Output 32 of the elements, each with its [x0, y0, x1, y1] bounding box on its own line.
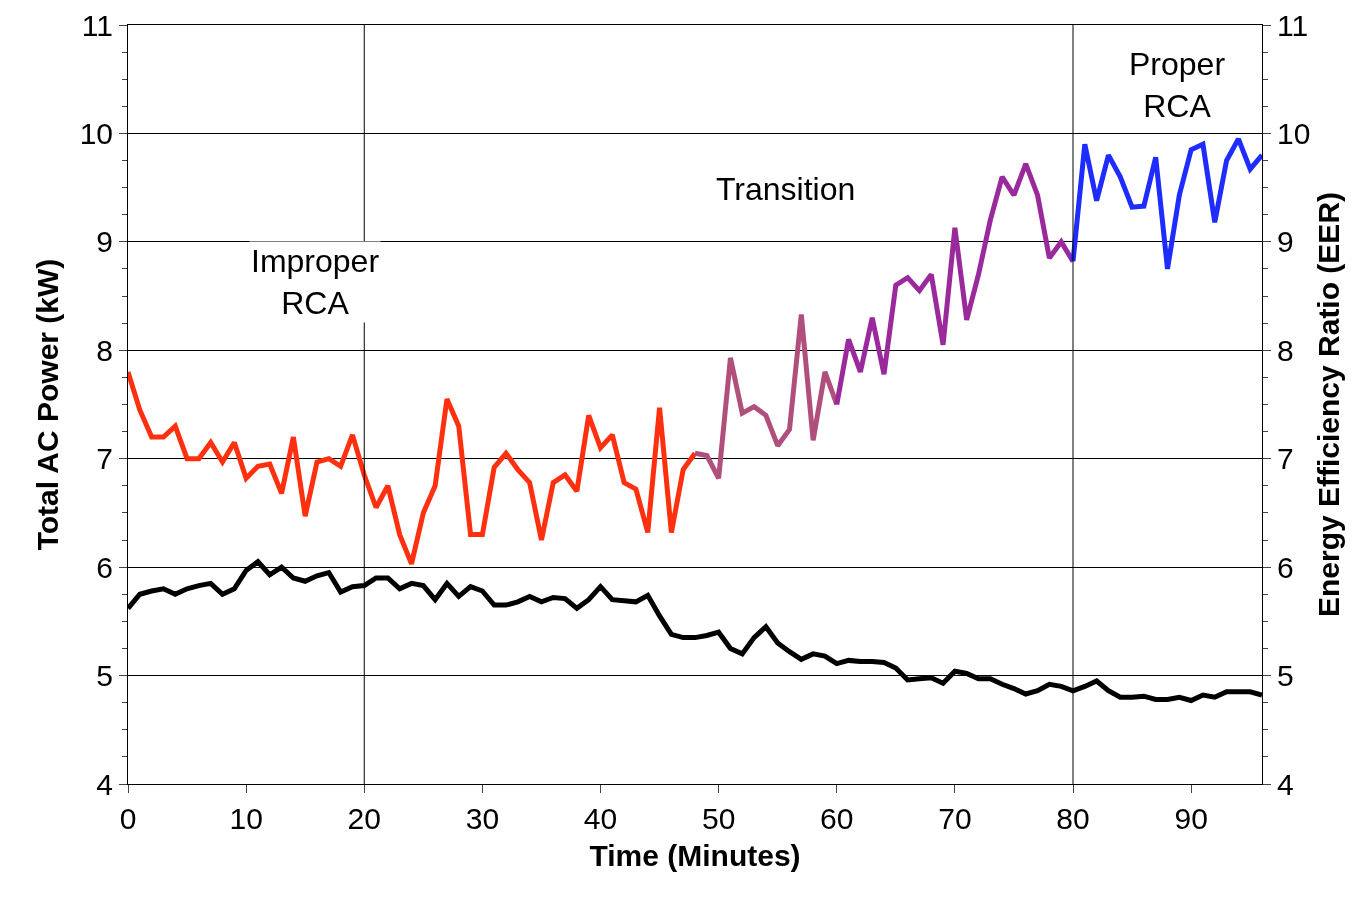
- y2-tick-label: 8: [1277, 333, 1294, 367]
- annotation: Transition: [716, 171, 856, 207]
- y-axis-title: Total AC Power (kW): [30, 258, 64, 551]
- y-tick-label: 7: [96, 442, 113, 476]
- y2-tick-label: 10: [1277, 116, 1311, 150]
- y2-tick-label: 11: [1277, 8, 1309, 42]
- y-tick-label: 9: [96, 225, 113, 259]
- x-axis-title: Time (Minutes): [589, 838, 801, 872]
- x-tick-label: 90: [1174, 802, 1208, 835]
- y2-tick-label: 6: [1277, 550, 1294, 584]
- y2-tick-label: 5: [1277, 659, 1294, 693]
- x-tick-label: 20: [347, 802, 381, 835]
- annotation: Improper RCA: [251, 243, 380, 321]
- annotation: Proper RCA: [1129, 46, 1226, 124]
- y-tick-label: 10: [79, 116, 113, 150]
- y2-axis-title: Energy Efficiency Ratio (EER): [1311, 191, 1345, 618]
- y-tick-label: 8: [96, 333, 113, 367]
- y-tick-label: 11: [81, 8, 113, 42]
- x-tick-label: 80: [1056, 802, 1090, 835]
- y2-tick-label: 7: [1277, 442, 1294, 476]
- x-tick-label: 30: [465, 802, 500, 835]
- y2-tick-label: 4: [1277, 767, 1294, 801]
- y-tick-label: 6: [96, 550, 113, 584]
- x-tick-label: 70: [938, 802, 972, 835]
- y-tick-label: 4: [96, 767, 113, 801]
- x-tick-label: 0: [119, 802, 137, 835]
- y2-tick-label: 9: [1277, 225, 1294, 259]
- x-tick-label: 50: [701, 802, 736, 835]
- x-tick-label: 10: [229, 802, 263, 835]
- x-tick-label: 60: [820, 802, 854, 835]
- x-tick-label: 40: [583, 802, 618, 835]
- y-tick-label: 5: [96, 659, 113, 693]
